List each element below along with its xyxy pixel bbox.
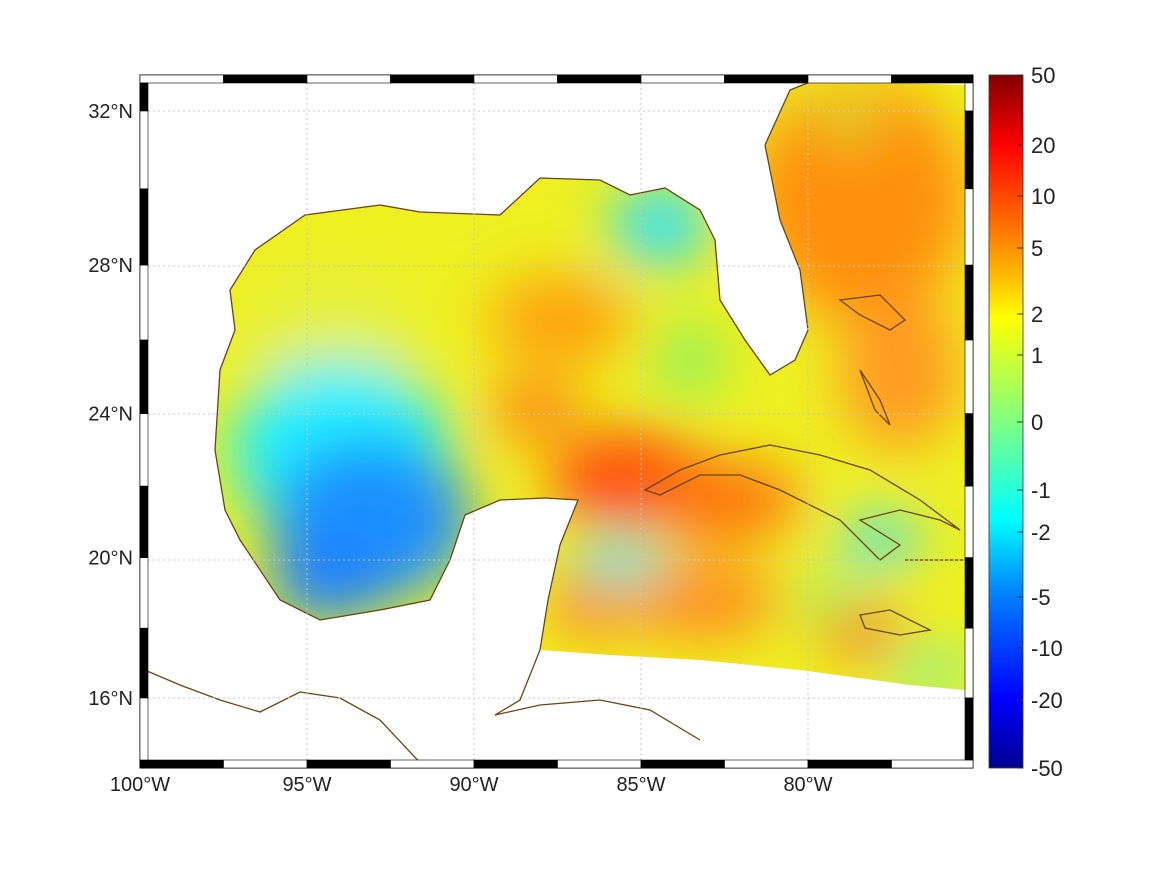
colorbar-tick-label: 10 [1031,184,1055,209]
frame-segment [640,759,725,769]
x-tick-label: 95°W [282,774,331,796]
frame-segment [139,110,149,190]
colorbar-tick-label: -2 [1031,520,1051,545]
sea-level-field [215,80,965,690]
colorbar-tick-label: 50 [1031,63,1055,88]
colorbar-tick-label: -10 [1031,636,1063,661]
frame-segment [640,74,725,84]
y-tick-label: 28°N [88,255,133,277]
frame-segment [390,759,475,769]
frame-segment [724,759,809,769]
frame-segment [139,759,224,769]
frame-segment [306,74,391,84]
colorbar-tick-label: -5 [1031,585,1051,610]
frame-segment [964,697,974,761]
colorbar-tick-label: -20 [1031,688,1063,713]
frame-segment [891,759,974,769]
frame-segment [139,627,149,699]
frame-segment [139,188,149,266]
frame-segment [139,74,224,84]
y-tick-label: 20°N [88,548,133,570]
frame-segment [964,264,974,341]
colorbar-tick-label: 1 [1031,343,1043,368]
x-axis: 100°W 95°W 90°W 85°W 80°W [110,774,833,796]
x-tick-label: 100°W [110,774,170,796]
frame-segment [139,264,149,341]
frame-segment [473,74,558,84]
frame-segment [139,557,149,629]
graticule [148,83,965,760]
frame-segment [139,413,149,487]
frame-segment [306,759,391,769]
x-tick-label: 90°W [449,774,498,796]
colorbar-tick-label: 20 [1031,133,1055,158]
frame-segment [139,339,149,414]
frame-segment [139,697,149,761]
colorbar-tick-label: -50 [1031,756,1063,781]
frame-segment [964,188,974,266]
y-tick-label: 32°N [88,101,133,123]
map-frame [139,74,974,769]
frame-segment [964,110,974,190]
frame-segment [557,759,642,769]
frame-segment [964,413,974,487]
frame-segment [223,74,308,84]
colorbar-tick-label: 5 [1031,236,1043,261]
colorbar-tick-label: 0 [1031,410,1043,435]
frame-segment [807,74,892,84]
frame-segment [964,339,974,414]
x-tick-label: 80°W [783,774,832,796]
y-axis: 32°N 28°N 24°N 20°N 16°N [88,101,133,710]
frame-segment [964,485,974,558]
frame-segment [964,82,974,112]
x-tick-label: 85°W [616,774,665,796]
frame-segment [964,557,974,629]
frame-segment [557,74,642,84]
y-tick-label: 16°N [88,688,133,710]
frame-segment [390,74,475,84]
frame-segment [724,74,809,84]
frame-segment [473,759,558,769]
frame-segment [139,485,149,558]
colorbar-tick-label: 2 [1031,302,1043,327]
frame-segment [139,82,149,112]
frame-segment [807,759,892,769]
y-tick-label: 24°N [88,404,133,426]
coastline [139,79,965,769]
frame-segment [964,627,974,699]
frame-segment [223,759,308,769]
colorbar-tick-label: -1 [1031,478,1051,503]
frame-segment [891,74,974,84]
